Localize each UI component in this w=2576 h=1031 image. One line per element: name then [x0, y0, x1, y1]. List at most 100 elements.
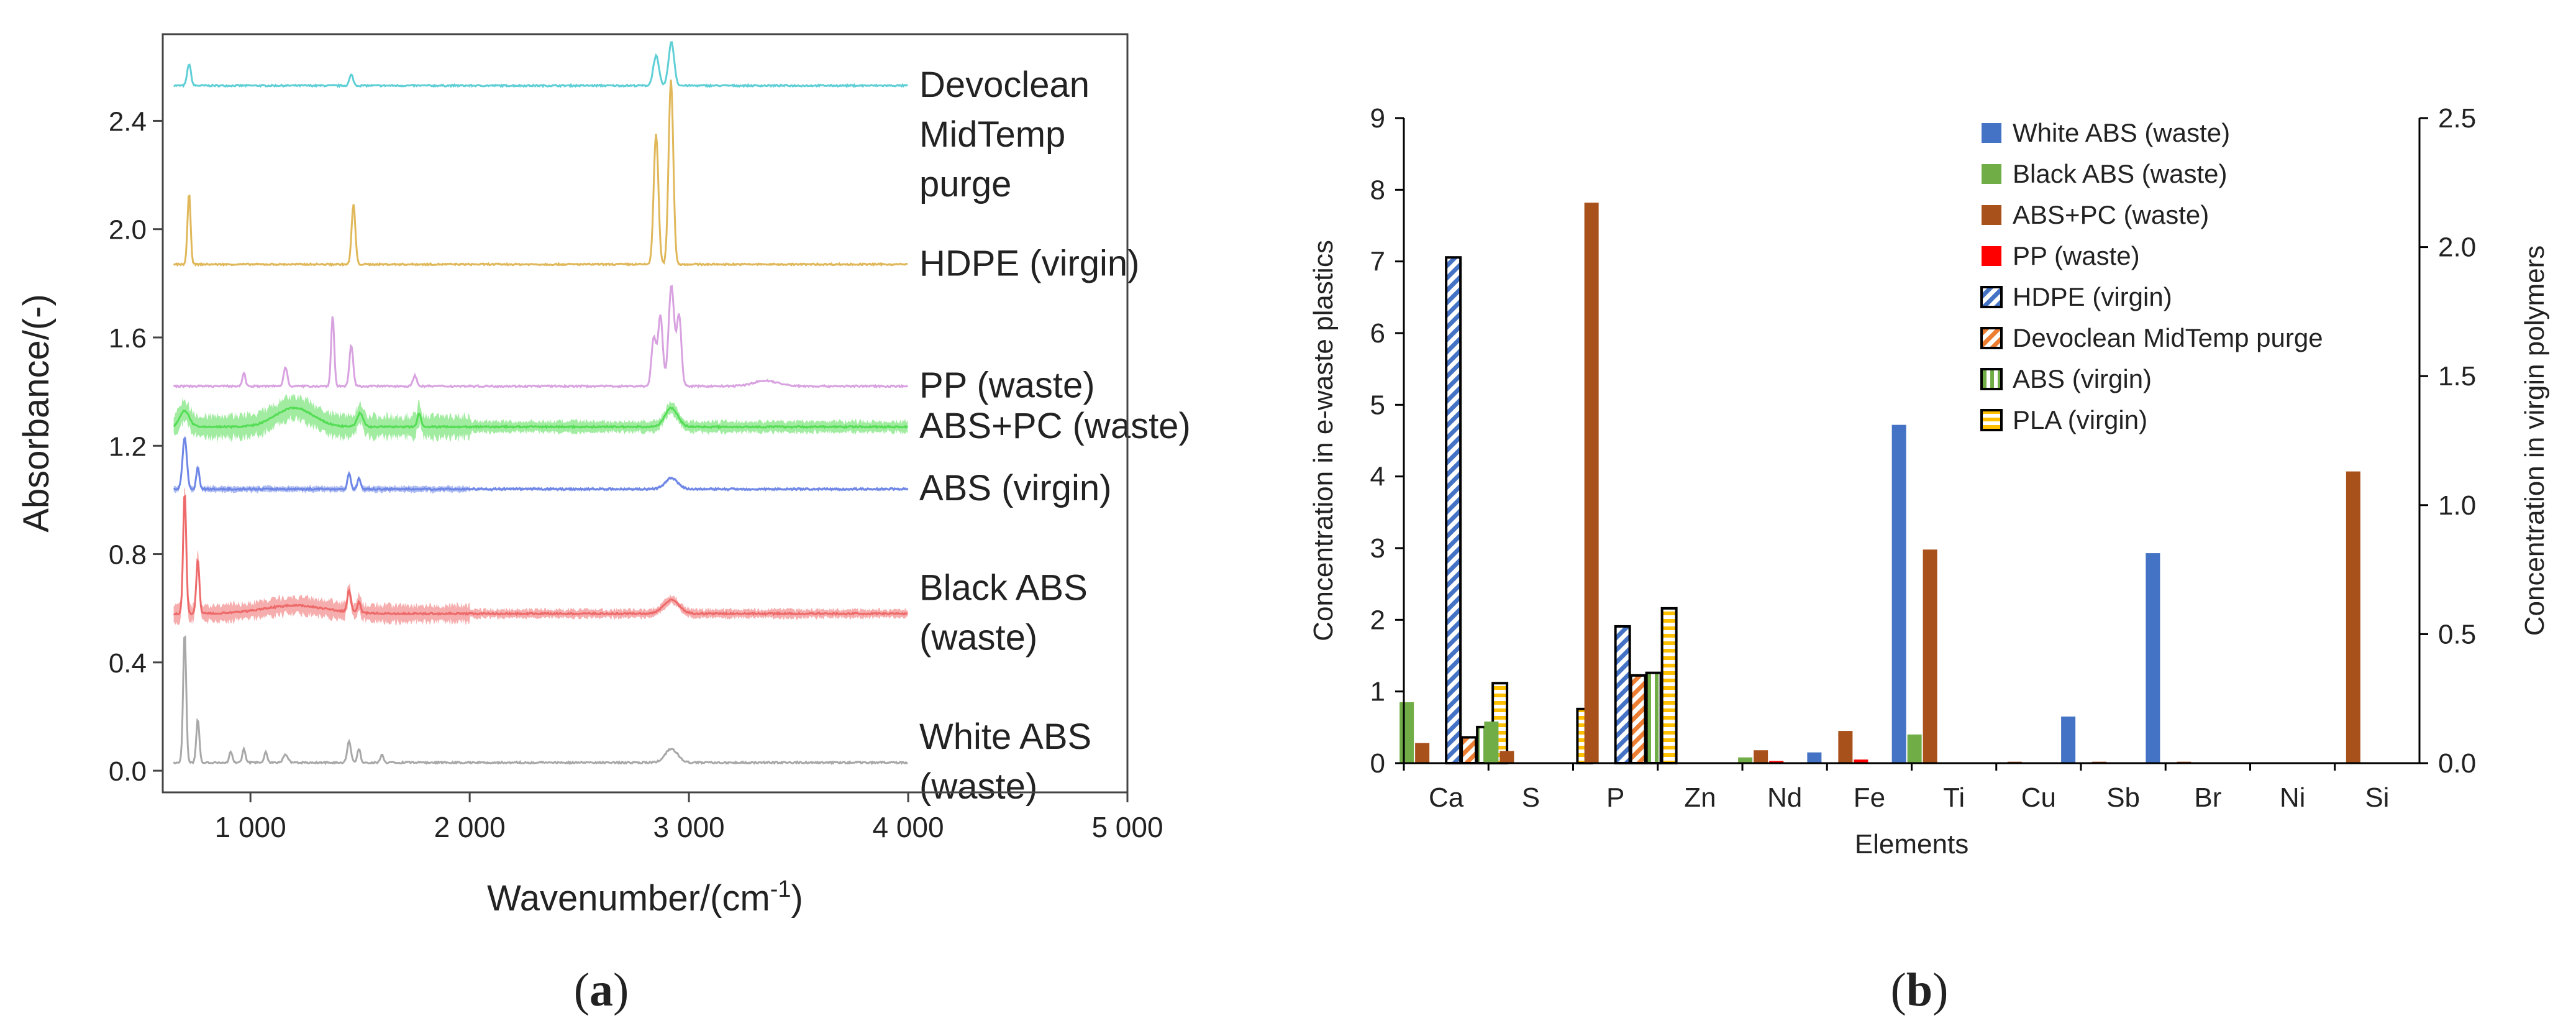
- bar: [1415, 743, 1430, 763]
- spectrum-line: [173, 635, 908, 766]
- bar: [1484, 722, 1499, 763]
- axes: 0 1 2 3 4 5 6 7 8 9 0.0 0.5 1.0 1.5 2.0 2.5 Ca S P Zn Nd Fe Ti…: [1370, 103, 2477, 813]
- element-concentration-panel: 0 1 2 3 4 5 6 7 8 9 0.0 0.5 1.0 1.5 2.0 2.5 Ca S P Zn Nd Fe Ti…: [1308, 103, 2550, 1016]
- bar: [1907, 734, 1922, 763]
- bar: [1445, 256, 1462, 764]
- bar: [1891, 424, 1906, 763]
- spectrum-band: [173, 435, 908, 494]
- bar: [1645, 671, 1662, 765]
- legend-label: PP (waste): [2013, 241, 2140, 270]
- spectrum-labels: Devoclean MidTemp purge HDPE (virgin) PP (wa…: [919, 65, 1191, 807]
- spectrum-label: Black ABS (waste): [919, 567, 1088, 658]
- y-tick-label: 2.4: [109, 106, 147, 137]
- spectrum-2: [173, 285, 909, 389]
- y-axis-label-left: Concentration in e-waste plastics: [1308, 240, 1339, 641]
- legend-swatch: [1980, 327, 2003, 349]
- category-label: Ti: [1943, 782, 1965, 813]
- y-tick-label: 5: [1370, 390, 1385, 420]
- legend-swatch: [1982, 164, 2001, 184]
- spectrum-label: Devoclean MidTemp purge: [919, 65, 1090, 204]
- bar: [1769, 761, 1784, 763]
- x-axis-label: Elements: [1855, 829, 1968, 859]
- bars: [1400, 203, 2360, 765]
- y-tick-label: 1: [1370, 677, 1385, 707]
- right-tick-label: 2.5: [2438, 103, 2476, 134]
- y-tick-label: 0.0: [109, 756, 147, 787]
- x-tick-label: 5 000: [1091, 811, 1163, 843]
- spectrum-line: [173, 285, 909, 389]
- panel-label-a: (a): [574, 964, 629, 1016]
- y-tick-label: 0.4: [109, 648, 147, 679]
- spectrum-label: PP (waste): [919, 365, 1095, 405]
- bar: [2346, 471, 2360, 763]
- bar: [1614, 625, 1631, 764]
- spectrum-0: [173, 41, 908, 89]
- ftir-spectra-panel: Devoclean MidTemp purge HDPE (virgin) PP (wa…: [16, 33, 1191, 1016]
- category-label: Br: [2194, 782, 2221, 813]
- legend-label: HDPE (virgin): [2013, 282, 2172, 311]
- y-tick-label: 2: [1370, 605, 1385, 635]
- y-tick-label: 9: [1370, 103, 1385, 134]
- y-tick-label: 0: [1370, 748, 1385, 779]
- legend-swatch: [1982, 123, 2001, 143]
- category-label: Ni: [2280, 782, 2306, 813]
- spectrum-label: HDPE (virgin): [919, 243, 1140, 283]
- spectrum-line: [173, 406, 909, 429]
- category-label: S: [1522, 782, 1540, 813]
- spectrum-6: [173, 635, 908, 766]
- y-tick-label: 1.6: [109, 323, 147, 354]
- spectrum-line: [173, 41, 908, 89]
- y-tick-label: 7: [1370, 247, 1385, 277]
- y-tick-label: 3: [1370, 533, 1385, 564]
- spectrum-4: [173, 435, 909, 494]
- bar: [1500, 751, 1514, 763]
- right-tick-label: 2.0: [2438, 232, 2476, 263]
- x-tick-label: 3 000: [653, 811, 725, 843]
- category-label: Zn: [1684, 782, 1716, 813]
- bar: [1460, 736, 1478, 764]
- bar: [1854, 759, 1868, 763]
- right-tick-label: 1.5: [2438, 361, 2476, 392]
- bar: [1923, 549, 1937, 763]
- bar: [2061, 717, 2076, 763]
- bar: [1400, 702, 1414, 763]
- y-axis-label-right: Concentration in virgin polymers: [2519, 245, 2550, 636]
- legend-swatch: [1982, 246, 2001, 266]
- spectrum-line: [173, 80, 908, 267]
- bar: [1629, 674, 1647, 765]
- y-tick-label: 4: [1370, 462, 1385, 492]
- spectrum-1: [173, 80, 908, 267]
- y-tick-label: 2.0: [109, 215, 147, 245]
- spectrum-label: ABS+PC (waste): [919, 406, 1191, 446]
- legend-label: Devoclean MidTemp purge: [2013, 323, 2323, 352]
- right-tick-label: 0.0: [2438, 748, 2476, 779]
- bar: [1660, 607, 1678, 764]
- spectrum-line: [173, 494, 908, 616]
- right-tick-label: 1.0: [2438, 490, 2476, 521]
- legend-label: PLA (virgin): [2013, 405, 2147, 434]
- bar: [1754, 750, 1768, 763]
- category-label: P: [1606, 782, 1624, 813]
- x-axis-ticks: 1 000 2 000 3 000 4 000 5 000: [215, 792, 1163, 843]
- y-axis-ticks: 0.0 0.4 0.8 1.2 1.6 2.0 2.4: [109, 106, 163, 787]
- spectrum-line: [173, 436, 909, 492]
- bar: [1584, 203, 1599, 763]
- category-label: Nd: [1767, 782, 1802, 813]
- y-tick-label: 6: [1370, 318, 1385, 349]
- legend-swatch: [1982, 205, 2001, 225]
- bar: [1838, 731, 1853, 763]
- panel-label-b: (b): [1891, 964, 1949, 1016]
- x-tick-label: 1 000: [215, 811, 286, 843]
- x-tick-label: 4 000: [872, 811, 944, 843]
- category-label: Cu: [2021, 782, 2056, 813]
- bar: [1807, 752, 1822, 763]
- right-tick-label: 0.5: [2438, 619, 2476, 649]
- y-axis-label: Absorbance/(-): [16, 294, 57, 533]
- legend-swatch: [1980, 286, 2003, 308]
- plot-frame: [162, 33, 1129, 794]
- spectrum-label: White ABS (waste): [919, 717, 1091, 807]
- category-label: Ca: [1429, 782, 1464, 813]
- spectrum-5: [173, 488, 908, 626]
- legend-swatch: [1980, 368, 2003, 390]
